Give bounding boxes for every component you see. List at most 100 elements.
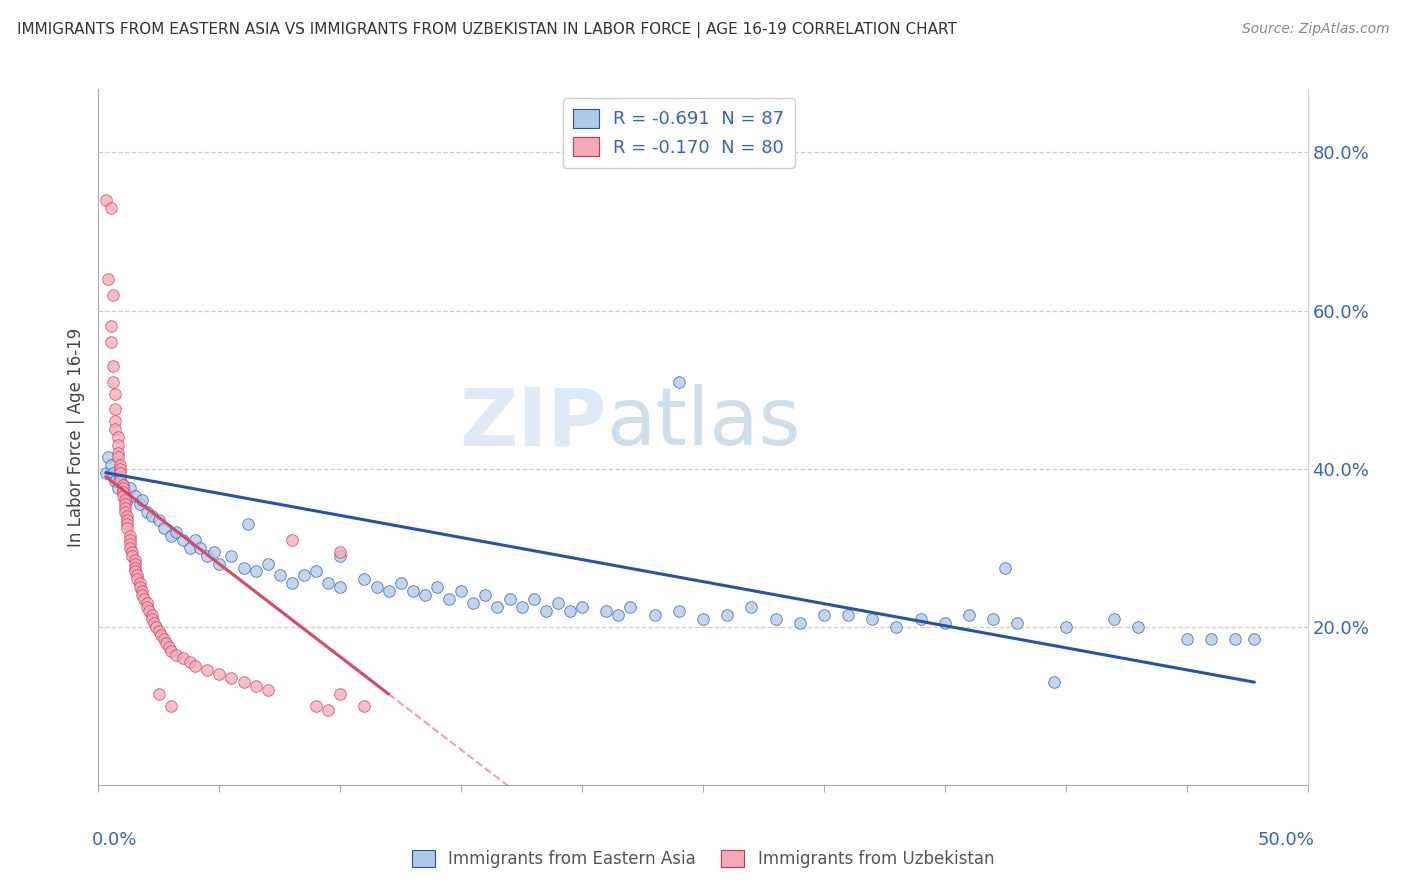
Point: [100, 319, 122, 334]
Point: [160, 643, 183, 657]
Point: [329, 687, 352, 701]
Point: [837, 607, 859, 622]
Point: [114, 505, 136, 519]
Point: [138, 604, 160, 618]
Point: [114, 497, 136, 511]
Point: [128, 576, 150, 591]
Point: [118, 482, 141, 496]
Point: [208, 667, 231, 681]
Point: [108, 474, 131, 488]
Point: [148, 687, 170, 701]
Point: [145, 620, 167, 634]
Text: 0.0%: 0.0%: [91, 831, 136, 849]
Point: [107, 450, 129, 464]
Point: [107, 430, 129, 444]
Text: atlas: atlas: [606, 384, 800, 462]
Point: [1175, 632, 1198, 646]
Point: [114, 485, 136, 500]
Point: [208, 557, 231, 571]
Point: [157, 640, 180, 654]
Point: [256, 557, 278, 571]
Point: [232, 675, 254, 690]
Point: [141, 612, 163, 626]
Point: [571, 600, 593, 615]
Point: [607, 607, 630, 622]
Point: [165, 524, 187, 539]
Point: [118, 541, 141, 555]
Point: [118, 533, 141, 547]
Point: [121, 545, 143, 559]
Text: 50.0%: 50.0%: [1258, 831, 1315, 849]
Point: [104, 414, 127, 428]
Point: [128, 580, 150, 594]
Point: [100, 201, 122, 215]
Point: [292, 568, 315, 582]
Point: [107, 438, 129, 452]
Point: [366, 580, 388, 594]
Text: ZIP: ZIP: [458, 384, 606, 462]
Point: [221, 671, 243, 685]
Point: [1199, 632, 1222, 646]
Point: [131, 493, 153, 508]
Point: [172, 533, 194, 547]
Point: [523, 592, 546, 607]
Point: [100, 335, 122, 350]
Point: [426, 580, 449, 594]
Point: [143, 615, 166, 630]
Point: [510, 600, 533, 615]
Point: [256, 683, 278, 698]
Point: [152, 521, 174, 535]
Point: [329, 545, 352, 559]
Point: [101, 375, 124, 389]
Point: [668, 375, 690, 389]
Point: [957, 607, 980, 622]
Point: [1102, 612, 1125, 626]
Point: [534, 604, 557, 618]
Point: [111, 477, 134, 491]
Point: [353, 698, 375, 713]
Point: [281, 533, 304, 547]
Point: [118, 537, 141, 551]
Point: [124, 489, 146, 503]
Point: [474, 588, 496, 602]
Point: [547, 596, 569, 610]
Point: [188, 541, 211, 555]
Point: [108, 458, 131, 472]
Legend: R = -0.691  N = 87, R = -0.170  N = 80: R = -0.691 N = 87, R = -0.170 N = 80: [562, 98, 794, 168]
Point: [981, 612, 1004, 626]
Point: [141, 607, 163, 622]
Point: [117, 513, 139, 527]
Point: [111, 482, 134, 496]
Point: [437, 592, 460, 607]
Point: [1128, 620, 1150, 634]
Point: [104, 422, 127, 436]
Point: [172, 651, 194, 665]
Point: [316, 703, 339, 717]
Point: [97, 450, 120, 464]
Point: [994, 560, 1017, 574]
Point: [118, 529, 141, 543]
Point: [1042, 675, 1064, 690]
Point: [107, 482, 129, 496]
Point: [305, 565, 328, 579]
Point: [108, 461, 131, 475]
Point: [124, 552, 146, 566]
Point: [124, 560, 146, 574]
Point: [498, 592, 520, 607]
Point: [128, 497, 150, 511]
Point: [131, 588, 153, 602]
Point: [135, 505, 157, 519]
Point: [114, 493, 136, 508]
Point: [160, 698, 183, 713]
Point: [595, 604, 617, 618]
Point: [789, 615, 811, 630]
Point: [1054, 620, 1077, 634]
Point: [148, 624, 170, 638]
Point: [155, 635, 177, 649]
Point: [179, 656, 201, 670]
Point: [111, 477, 134, 491]
Point: [104, 474, 127, 488]
Point: [104, 402, 127, 417]
Point: [101, 287, 124, 301]
Point: [184, 533, 207, 547]
